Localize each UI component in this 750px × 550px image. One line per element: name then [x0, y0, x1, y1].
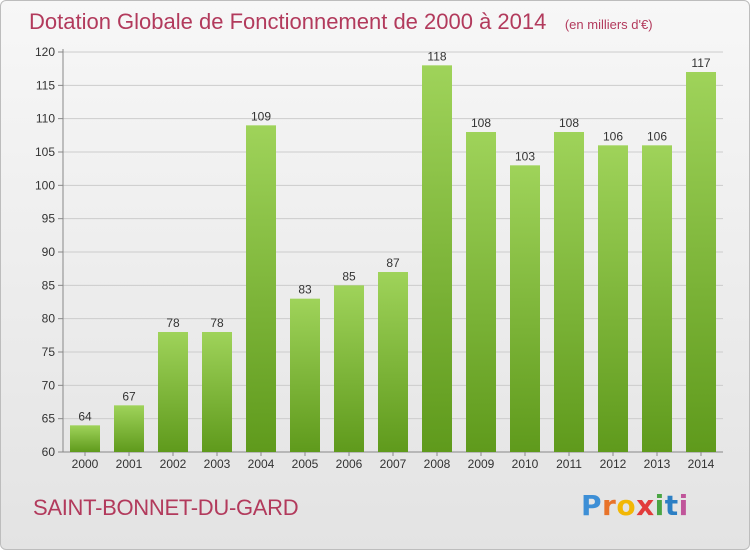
- bar-value-label: 106: [647, 129, 667, 143]
- x-tick-label: 2002: [160, 457, 187, 471]
- y-tick-label: 70: [42, 378, 56, 392]
- x-tick-label: 2009: [468, 457, 495, 471]
- y-tick-label: 110: [36, 112, 55, 126]
- logo-letter: P: [581, 489, 603, 522]
- bar: [554, 132, 584, 452]
- logo-letter: i: [654, 489, 665, 522]
- bar-value-label: 85: [342, 269, 356, 283]
- bar: [202, 332, 232, 452]
- x-tick-label: 2000: [72, 457, 99, 471]
- y-tick-label: 115: [36, 78, 55, 92]
- x-tick-label: 2008: [424, 457, 451, 471]
- x-tick-label: 2011: [556, 457, 582, 471]
- bar-value-label: 108: [559, 116, 579, 130]
- bar-value-label: 118: [427, 49, 446, 63]
- bar-value-label: 78: [210, 316, 224, 330]
- bar-value-label: 117: [691, 56, 710, 70]
- logo-letter: o: [616, 489, 637, 522]
- bar: [642, 145, 672, 453]
- bar-value-label: 106: [603, 129, 623, 143]
- bar: [378, 272, 408, 452]
- bar: [598, 145, 628, 453]
- bar-value-label: 109: [251, 109, 271, 123]
- bar: [422, 65, 452, 452]
- bar-value-label: 64: [78, 409, 92, 423]
- y-tick-label: 90: [42, 245, 56, 259]
- bar-value-label: 78: [166, 316, 180, 330]
- bar: [114, 405, 144, 452]
- logo-letter: t: [664, 489, 679, 522]
- y-tick-label: 60: [42, 445, 56, 459]
- bar: [290, 298, 320, 452]
- y-tick-label: 75: [42, 345, 56, 359]
- x-tick-label: 2012: [600, 457, 627, 471]
- x-tick-label: 2003: [204, 457, 231, 471]
- bar: [466, 132, 496, 452]
- bar: [334, 285, 364, 452]
- y-tick-label: 65: [42, 412, 56, 426]
- logo-letter: i: [678, 489, 689, 522]
- y-tick-label: 100: [35, 178, 55, 192]
- y-tick-label: 85: [42, 278, 56, 292]
- bar-value-label: 108: [471, 116, 491, 130]
- bar: [158, 332, 188, 452]
- bar: [70, 425, 100, 452]
- bar: [686, 72, 716, 452]
- x-tick-label: 2006: [336, 457, 363, 471]
- y-tick-label: 105: [35, 145, 55, 159]
- x-tick-label: 2013: [644, 457, 671, 471]
- x-tick-label: 2014: [688, 457, 715, 471]
- commune-name: SAINT-BONNET-DU-GARD: [33, 495, 299, 520]
- chart-title: Dotation Globale de Fonctionnement de 20…: [29, 9, 653, 35]
- y-tick-label: 80: [42, 312, 56, 326]
- x-tick-label: 2005: [292, 457, 319, 471]
- logo-letter: x: [636, 489, 655, 522]
- bar-value-label: 87: [386, 256, 400, 270]
- bar-value-label: 67: [122, 389, 136, 403]
- bar: [246, 125, 276, 452]
- chart-title-text: Dotation Globale de Fonctionnement de 20…: [29, 9, 547, 34]
- x-tick-label: 2010: [512, 457, 539, 471]
- bar-value-label: 83: [298, 283, 312, 297]
- proxiti-logo[interactable]: Proxiti: [581, 489, 689, 522]
- logo-letter: r: [602, 489, 617, 522]
- x-tick-label: 2001: [116, 457, 143, 471]
- y-tick-label: 120: [35, 45, 55, 59]
- bar-value-label: 103: [515, 149, 535, 163]
- x-tick-label: 2007: [380, 457, 407, 471]
- x-tick-label: 2004: [248, 457, 275, 471]
- chart-unit-text: (en milliers d'€): [564, 17, 653, 32]
- bar: [510, 165, 540, 453]
- y-tick-label: 95: [42, 212, 56, 226]
